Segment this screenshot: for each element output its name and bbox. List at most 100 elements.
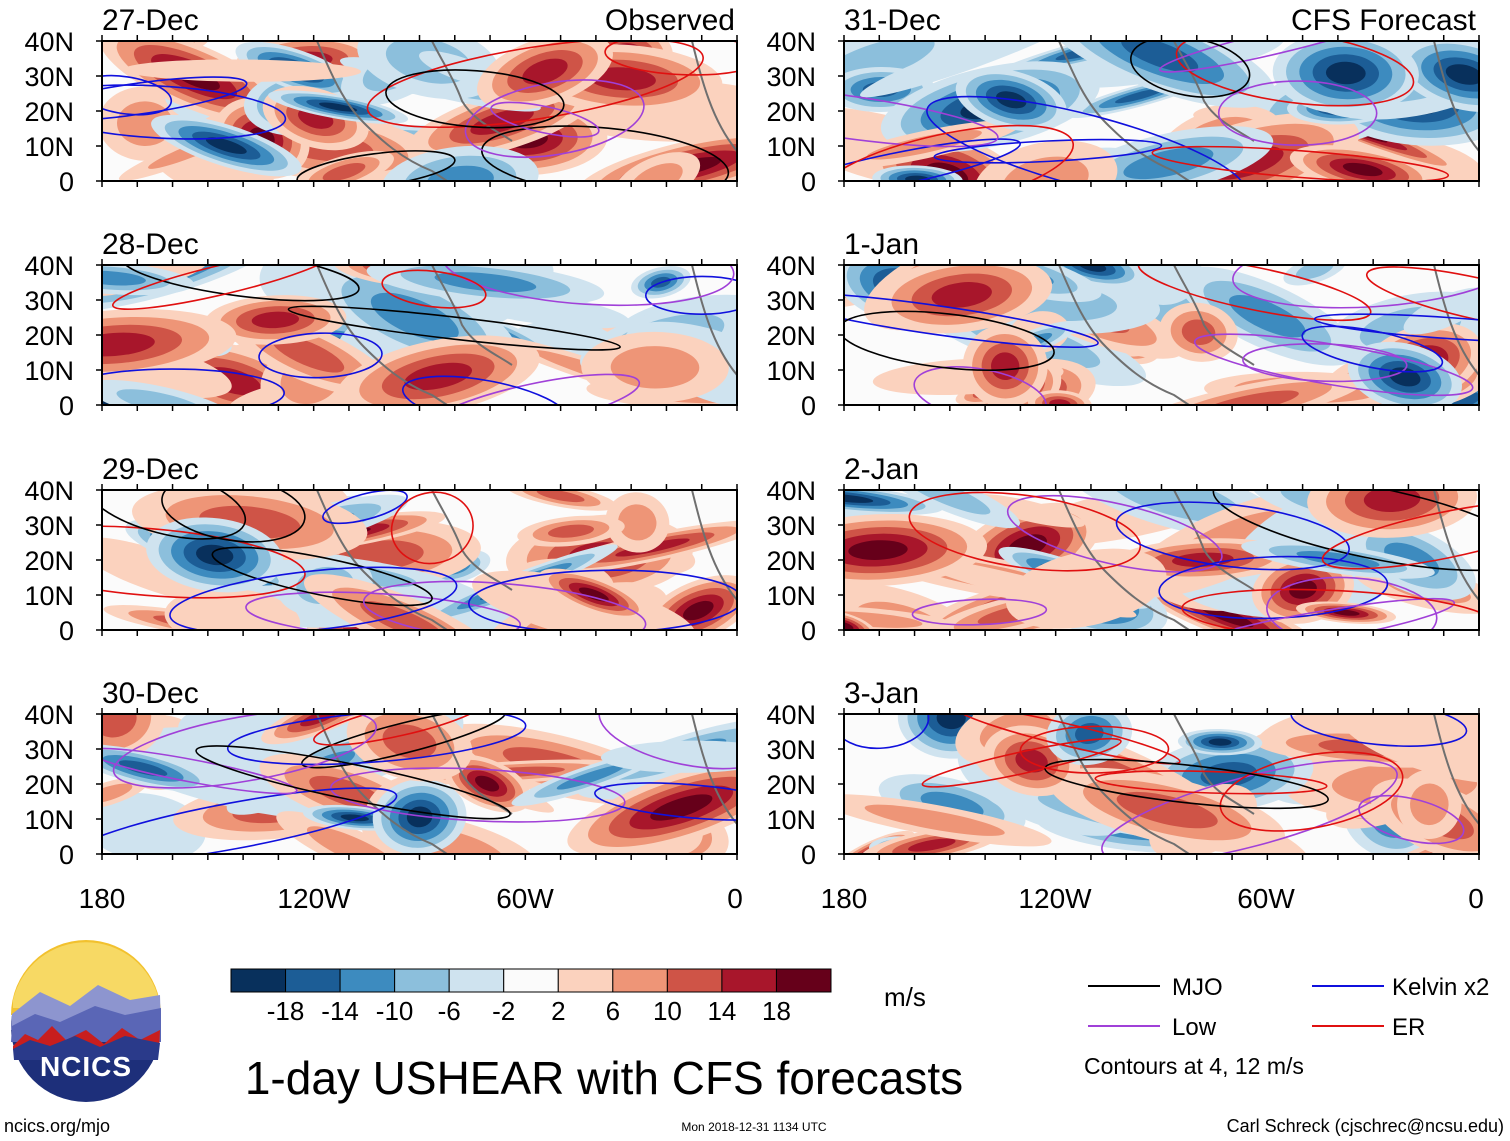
kelvin-contour [926,95,1247,181]
colorbar-swatch [775,968,832,993]
footer-timestamp: Mon 2018-12-31 1134 UTC [681,1120,827,1134]
x-axis-left: 180 120W 60W 0 [79,883,743,914]
kelvin-contour [102,787,398,854]
map-panel: 0 10N 20N 30N 40N 30-Dec [24,677,738,870]
y-tick-label: 0 [801,391,816,421]
kelvin-contour [102,84,287,140]
x-tick-label: 120W [1018,883,1092,914]
y-tick-label: 10N [24,581,74,611]
colorbar-tick-label: 6 [606,996,620,1026]
colorbar-swatch [339,968,396,993]
colorbar-swatch [448,968,505,993]
easterly-shear-region [1078,265,1107,272]
er-contour [1151,145,1450,181]
easterly-shear-region [1132,265,1199,301]
low-contour [1006,494,1223,573]
y-tick-label: 10N [766,132,816,162]
map-panel: 0 10N 20N 30N 40N 2-Jan [766,453,1480,646]
er-contour [921,737,1122,788]
westerly-shear-region [1181,319,1216,345]
easterly-shear-region [196,544,234,566]
low-contour [490,101,600,138]
y-tick-label: 0 [59,391,74,421]
y-tick-label: 0 [59,840,74,870]
y-tick-label: 10N [766,581,816,611]
mjo-contour [844,310,1055,371]
colorbar-tick-label: -14 [321,996,359,1026]
easterly-shear-region [600,740,737,773]
coastline [1058,265,1479,405]
westerly-shear-region [578,587,609,602]
colorbar-swatch [666,968,723,993]
westerly-shear-region [848,540,908,560]
y-tick-label: 40N [766,27,816,57]
er-contour [366,41,704,129]
er-contour [908,491,1142,572]
westerly-shear-region [682,600,714,621]
westerly-shear-region [610,346,700,389]
easterly-shear-region [901,490,991,515]
y-tick-label: 10N [766,805,816,835]
low-contour [1242,342,1408,383]
mjo-contour [121,265,360,302]
coastline [1058,490,1479,630]
colorbar-tick-label: -18 [267,996,305,1026]
y-tick-label: 40N [766,476,816,506]
westerly-shear-region [360,600,445,630]
panel-date-label: 29-Dec [102,453,199,486]
coastline [316,41,737,181]
westerly-shear-region [931,282,992,308]
legend-label-low: Low [1172,1014,1217,1041]
westerly-shear-region [1049,399,1071,405]
er-contour [102,525,306,599]
er-contour [390,491,474,565]
x-tick-label: 60W [496,883,554,914]
colorbar-units: m/s [884,982,926,1012]
kelvin-contour [844,138,1021,181]
kelvin-contour [933,138,1163,164]
kelvin-contour [258,332,383,379]
colorbar-swatch [612,968,668,993]
x-tick-label: 120W [277,883,351,914]
er-contour [1321,500,1479,570]
shear-field [102,714,737,854]
kelvin-contour [594,782,737,821]
colorbar-tick-label: -10 [376,996,414,1026]
colorbar-tick-label: -2 [492,996,515,1026]
x-tick-label: 0 [1468,883,1484,914]
colorbar-tick-label: 10 [653,996,682,1026]
easterly-shear-region [102,792,206,854]
panel-date-label: 2-Jan [844,453,919,486]
easterly-shear-region [1445,64,1479,85]
easterly-shear-region [1121,41,1199,73]
westerly-shear-region [844,611,923,628]
kelvin-contour [102,368,285,405]
y-tick-label: 10N [24,356,74,386]
low-contour [1158,41,1394,73]
kelvin-contour [468,569,737,630]
y-tick-label: 40N [766,700,816,730]
kelvin-contour [844,714,930,750]
logo-text: NCICS [40,1051,132,1082]
er-contour [381,269,487,309]
ncics-logo: NCICS [11,940,161,1102]
low-contour [911,598,1048,626]
shear-field [844,265,1479,405]
westerly-shear-region [102,714,137,738]
y-tick-label: 30N [24,62,74,92]
shear-field [844,714,1479,854]
footer-credit: Carl Schreck (cjschrec@ncsu.edu) [1227,1116,1504,1136]
er-contour [604,41,737,76]
low-contour [329,767,626,823]
colorbar: -18 -14 -10 -6 -2 2 6 10 14 18 [230,968,832,1026]
easterly-shear-region [1325,61,1366,85]
easterly-shear-region [205,137,247,154]
easterly-shear-region [905,175,930,181]
legend-label-mjo: MJO [1172,974,1223,1001]
easterly-shear-region [860,41,1084,98]
westerly-shear-region [908,838,956,852]
westerly-shear-region [1116,791,1218,829]
kelvin-contour [844,292,1099,348]
kelvin-contour [1158,555,1389,620]
